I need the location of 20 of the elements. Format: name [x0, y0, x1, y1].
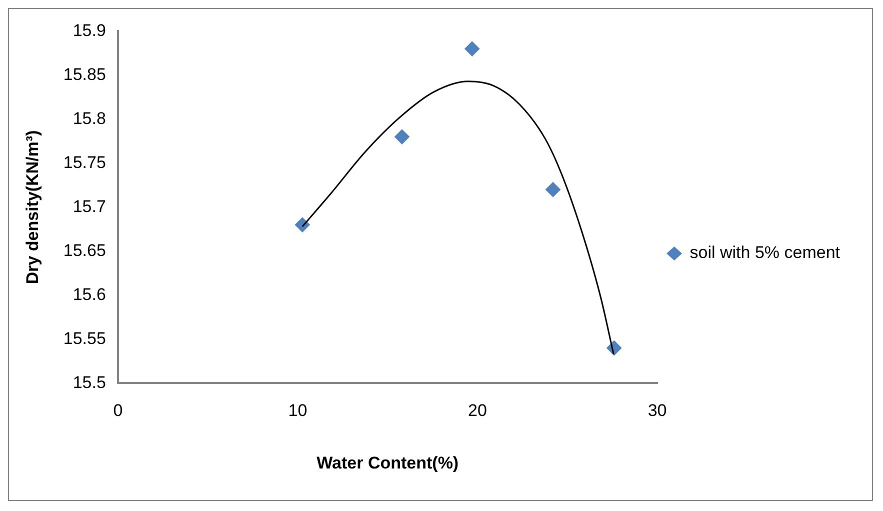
x-axis-title: Water Content(%)	[316, 453, 459, 472]
y-axis-title: Dry density(KN/m³)	[22, 130, 42, 284]
y-tick-label: 15.5	[72, 372, 106, 392]
y-tick-label: 15.65	[63, 240, 106, 260]
y-tick-label: 15.9	[72, 20, 106, 40]
point	[294, 217, 310, 232]
x-tick-label: 0	[113, 401, 123, 420]
legend-label: soil with 5% cement	[690, 243, 840, 262]
point	[394, 129, 410, 144]
y-tick-label: 15.75	[63, 152, 106, 172]
y-tick-label: 15.6	[72, 284, 106, 304]
x-tick-label: 30	[648, 401, 667, 420]
y-tick-label: 15.8	[72, 108, 106, 128]
y-tick-label: 15.7	[72, 196, 106, 216]
x-tick-label: 10	[288, 401, 308, 420]
y-tick-label: 15.85	[63, 64, 106, 84]
point	[464, 41, 480, 56]
point	[546, 182, 560, 198]
y-tick-label: 15.55	[63, 328, 106, 348]
x-tick-label: 20	[468, 401, 487, 420]
